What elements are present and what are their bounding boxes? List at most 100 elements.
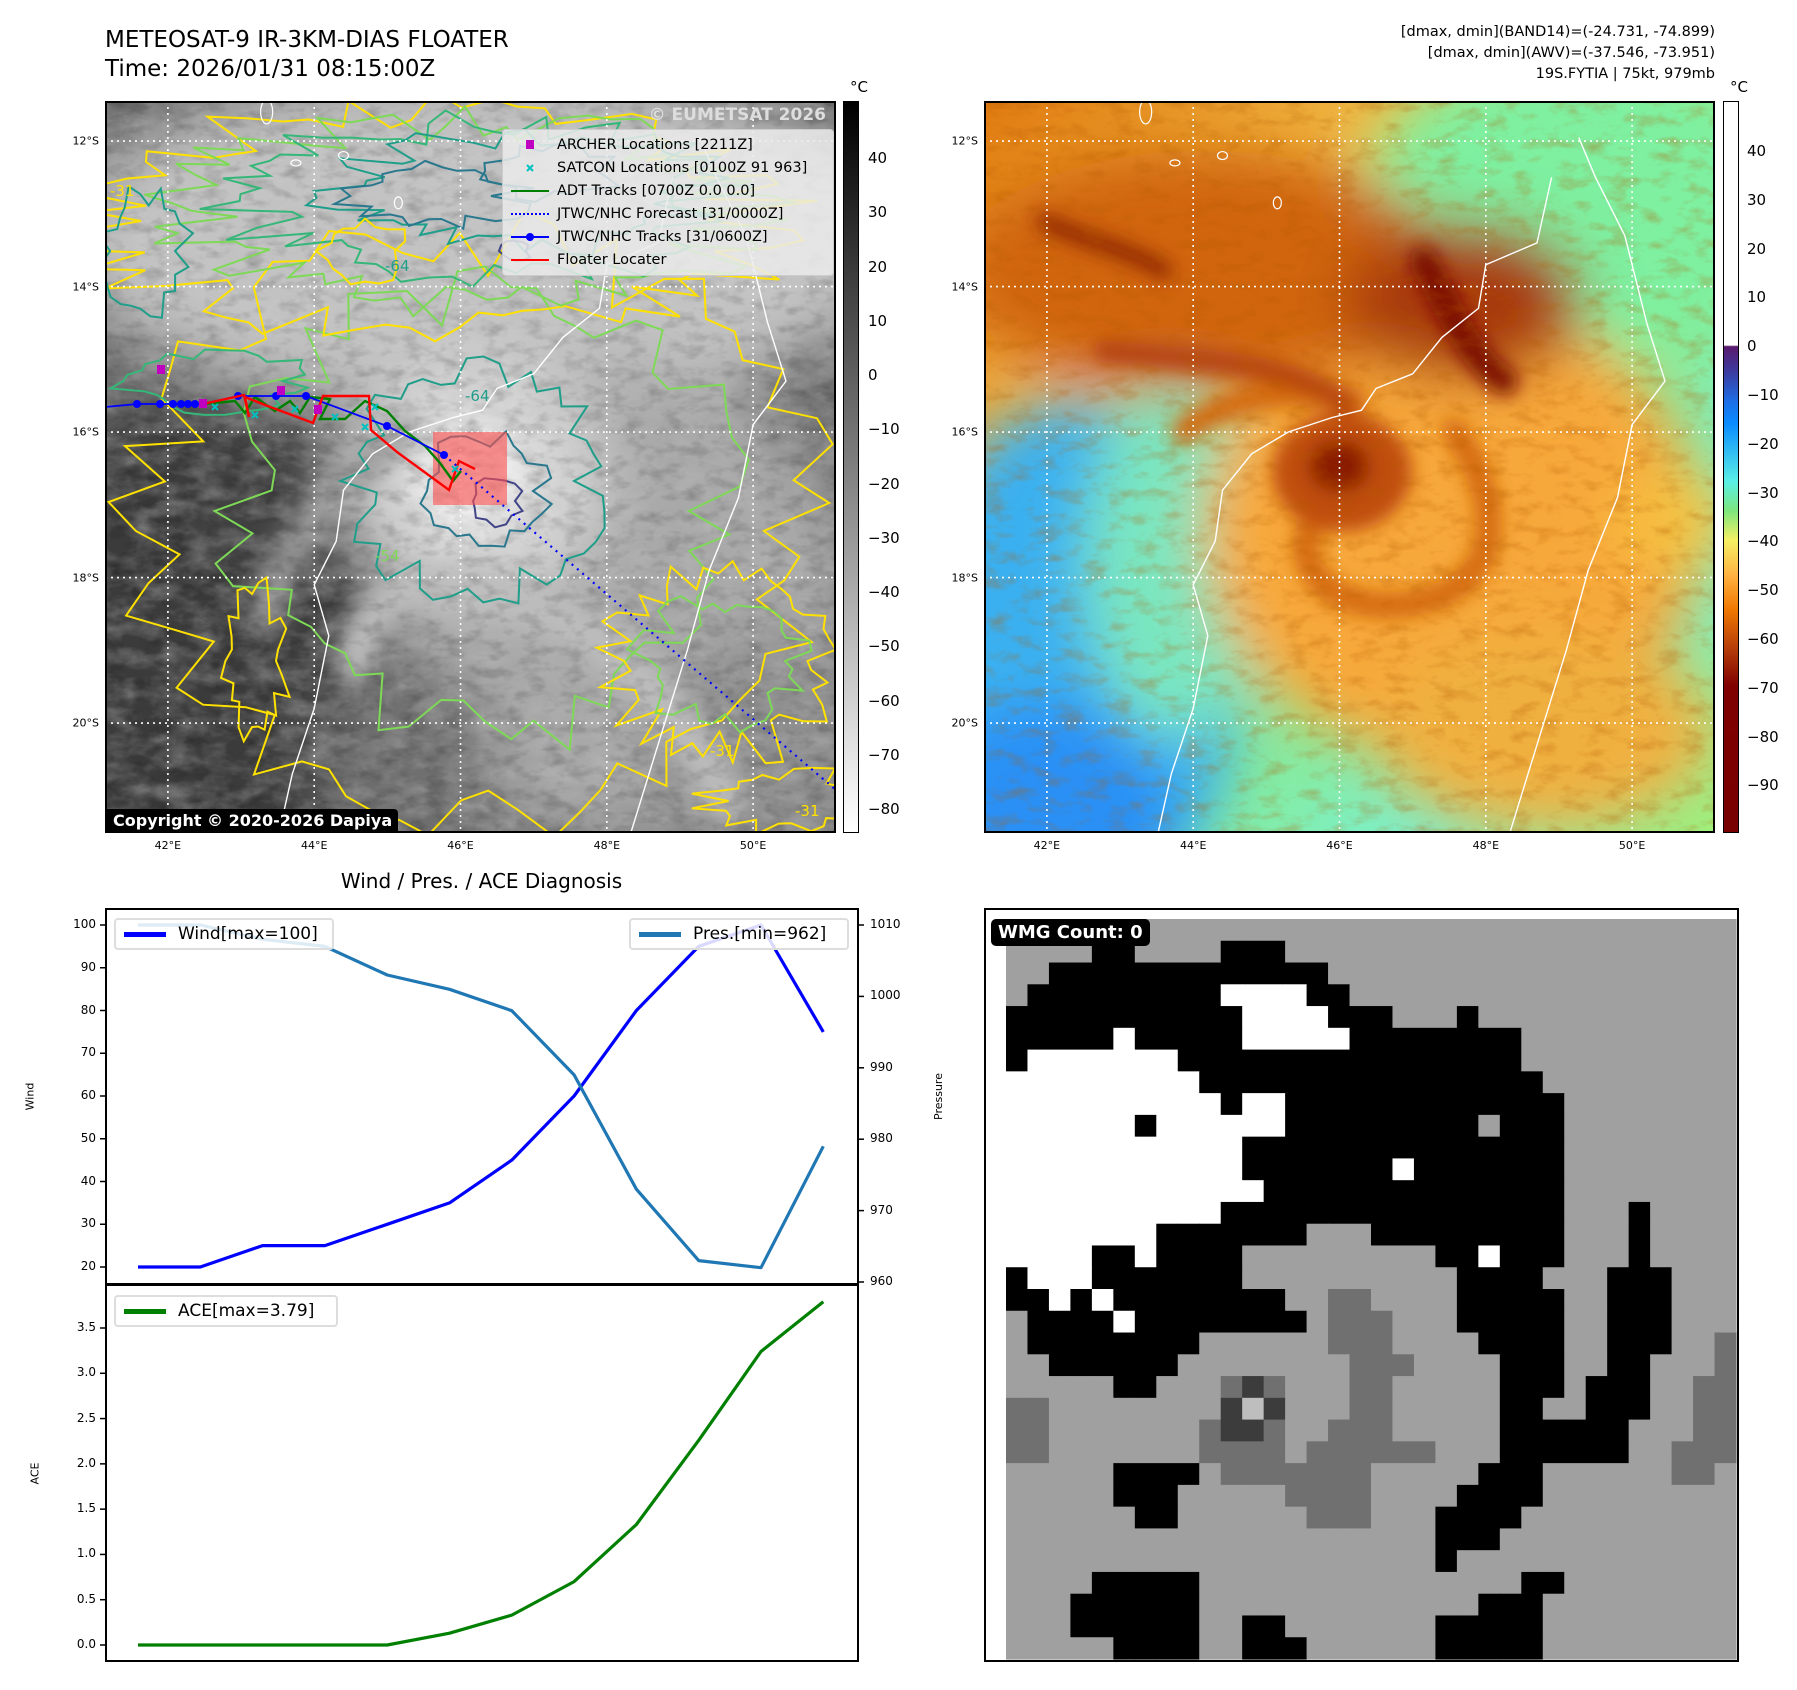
wmg-cell — [1113, 1267, 1136, 1290]
wmg-cell — [1220, 1310, 1243, 1334]
wmg-cell — [1478, 1136, 1501, 1160]
wmg-cell — [1306, 1593, 1329, 1617]
wmg-cell — [1134, 1071, 1157, 1094]
wmg-cell — [1628, 1071, 1651, 1094]
wmg-cell — [1134, 1201, 1157, 1225]
wmg-cell — [1349, 919, 1372, 942]
wmg-cell — [1349, 1463, 1372, 1486]
wmg-cell — [1349, 1136, 1372, 1160]
wmg-cell — [1328, 919, 1351, 942]
wmg-cell — [1714, 1223, 1737, 1247]
wmg-cell — [1693, 1354, 1716, 1377]
colorbar-tick-label: 30 — [868, 203, 888, 222]
wmg-cell — [1220, 1006, 1243, 1029]
wmg-cell — [1027, 1397, 1050, 1421]
wmg-cell — [1413, 1136, 1437, 1160]
wmg-cell — [1499, 940, 1522, 964]
wmg-cell — [1628, 1093, 1651, 1116]
wmg-cell — [1714, 1528, 1737, 1551]
wmg-cell — [1177, 1267, 1200, 1290]
wmg-cell — [1328, 1114, 1351, 1138]
wmg-cell — [1070, 1571, 1093, 1595]
wmg-cell — [1006, 1114, 1029, 1138]
longitude-tick-label: 50°E — [1618, 839, 1646, 852]
wmg-cell — [1285, 1419, 1308, 1442]
wmg-cell — [1693, 1071, 1716, 1094]
wmg-cell — [1671, 1180, 1694, 1203]
wmg-cell — [1134, 984, 1157, 1007]
wmg-cell — [1478, 1615, 1501, 1638]
wmg-cell — [1693, 919, 1716, 942]
ir-map-panel[interactable]: -31 -64 -54 -64 -31 -31 © EUMETSAT 2026 ARCHE… — [105, 101, 836, 833]
wmg-cell — [1585, 1397, 1608, 1421]
wmg-cell — [1714, 1245, 1737, 1268]
wmg-cell — [1542, 1223, 1565, 1247]
wmg-cell — [1650, 1376, 1673, 1399]
wmg-cell — [1392, 1136, 1415, 1160]
wmg-cell — [1714, 1593, 1737, 1617]
wmg-cell — [1478, 1049, 1501, 1072]
wmg-cell — [1156, 1550, 1179, 1573]
wmg-panel — [984, 908, 1739, 1662]
wmg-cell — [1306, 1419, 1329, 1442]
wmg-cell — [1199, 1158, 1222, 1181]
wmg-cell — [1499, 1354, 1522, 1377]
wmg-cell — [1693, 1136, 1716, 1160]
colorbar-tick-label: 20 — [1747, 239, 1767, 258]
wmg-cell — [1113, 1376, 1136, 1399]
wmg-cell — [1070, 1245, 1093, 1268]
wmg-cell — [1521, 919, 1544, 942]
wmg-cell — [1628, 1615, 1651, 1638]
wmg-cell — [1499, 1201, 1522, 1225]
wind-axis-label: Wind — [23, 1082, 37, 1111]
wmg-cell — [1564, 1136, 1587, 1160]
wmg-cell — [1156, 1332, 1179, 1355]
wmg-cell — [1435, 1289, 1458, 1312]
wmg-cell — [1027, 962, 1050, 985]
wmg-cell — [1070, 1136, 1093, 1160]
wmg-cell — [1435, 962, 1458, 985]
wmg-cell — [1199, 1484, 1222, 1508]
wmg-cell — [1542, 1245, 1565, 1268]
left-colorbar-unit: °C — [850, 78, 868, 96]
wmg-cell — [1650, 1419, 1673, 1442]
wmg-cell — [1220, 1593, 1243, 1617]
wmg-cell — [1070, 1376, 1093, 1399]
wmg-cell — [1628, 1201, 1651, 1225]
satcon-location-marker — [291, 405, 299, 413]
awv-range: [dmax, dmin](AWV)=(-37.546, -73.951) — [1427, 45, 1715, 61]
wmg-cell — [1542, 1506, 1565, 1530]
wmg-cell — [1263, 1376, 1286, 1399]
wmg-cell — [1714, 1637, 1737, 1660]
wmg-cell — [1413, 1071, 1437, 1094]
wmg-cell — [1113, 1245, 1136, 1268]
wmg-cell — [1413, 984, 1437, 1007]
wmg-cell — [1714, 962, 1737, 985]
wmg-cell — [1349, 1201, 1372, 1225]
wmg-cell — [1521, 1593, 1544, 1617]
wmg-cell — [1113, 1114, 1136, 1138]
wmg-cell — [1693, 1049, 1716, 1072]
temperature-contour — [219, 575, 292, 744]
wmg-cell — [1328, 1006, 1351, 1029]
wmg-cell — [1564, 962, 1587, 985]
wmg-cell — [1306, 1310, 1329, 1334]
wmg-cell — [1134, 1114, 1157, 1138]
wmg-cell — [1285, 1310, 1308, 1334]
wmg-cell — [1349, 1289, 1372, 1312]
wmg-cell — [1521, 1550, 1544, 1573]
wmg-cell — [1263, 1006, 1286, 1029]
latitude-tick-label: 12°S — [951, 134, 978, 148]
wmg-cell — [1156, 1310, 1179, 1334]
wmg-cell — [1564, 1332, 1587, 1355]
wmg-cell — [1392, 1528, 1415, 1551]
wmg-cell — [1671, 962, 1694, 985]
wmg-cell — [1714, 1289, 1737, 1312]
legend-item: SATCON Locations [0100Z 91 963] — [503, 157, 807, 179]
enhanced-ir-map-panel[interactable] — [984, 101, 1715, 833]
wmg-cell — [1134, 1463, 1157, 1486]
jtwc-track-point — [177, 400, 185, 408]
wmg-cell — [1478, 1093, 1501, 1116]
wmg-cell — [1006, 1615, 1029, 1638]
wmg-cell — [1585, 1158, 1608, 1181]
